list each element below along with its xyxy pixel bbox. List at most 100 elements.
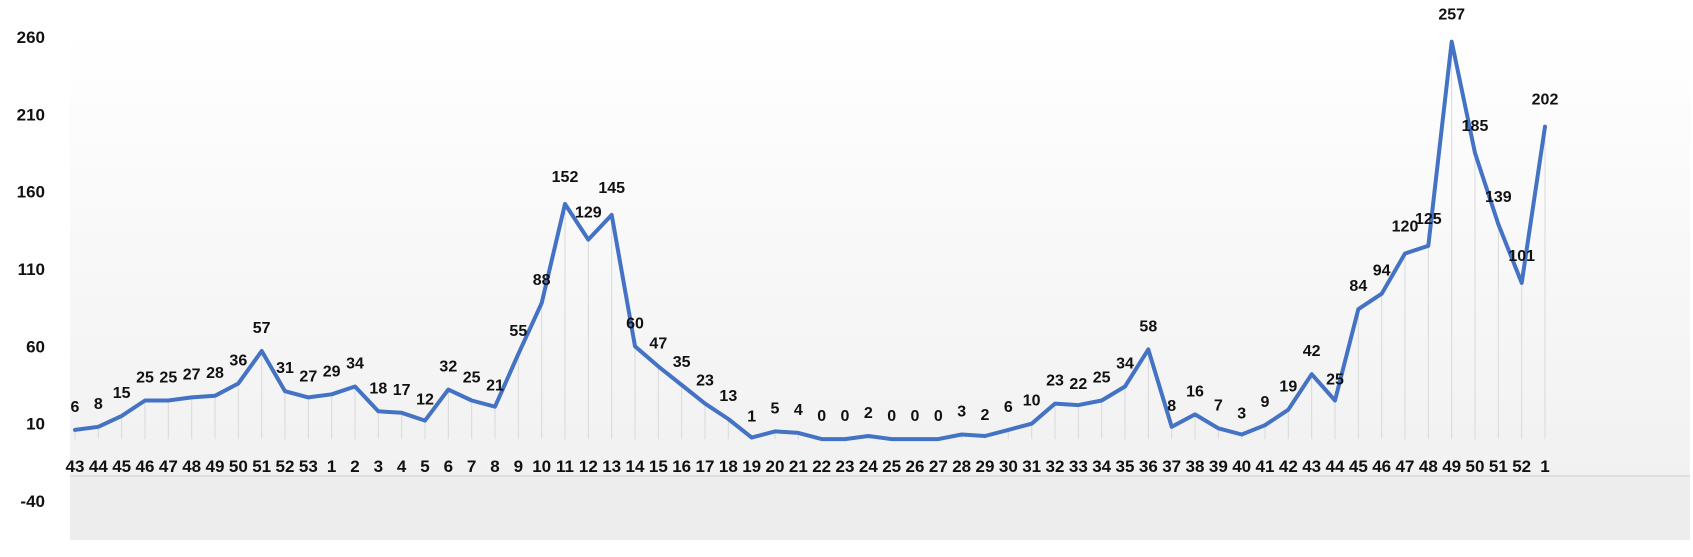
data-label: 1 — [747, 409, 756, 426]
x-tick-label: 51 — [252, 457, 271, 476]
data-label: 8 — [94, 396, 103, 413]
data-label: 3 — [957, 403, 966, 420]
x-tick-label: 45 — [1349, 457, 1368, 476]
data-label: 120 — [1392, 219, 1419, 236]
x-tick-label: 6 — [444, 457, 453, 476]
x-tick-label: 33 — [1069, 457, 1088, 476]
data-label: 88 — [533, 272, 551, 289]
x-tick-label: 45 — [112, 457, 131, 476]
x-tick-label: 43 — [1302, 457, 1321, 476]
x-tick-label: 50 — [229, 457, 248, 476]
x-tick-label: 41 — [1256, 457, 1275, 476]
data-label: 6 — [71, 399, 80, 416]
x-tick-label: 44 — [1326, 457, 1345, 476]
x-tick-label: 24 — [859, 457, 878, 476]
x-tick-label: 31 — [1022, 457, 1041, 476]
x-axis-ticks: 43 44 45 46 47 48 49 50 51 52 53 1 2 3 4 5 6 7 8 9 10 11 12 13 1… — [66, 457, 1550, 476]
data-label: 3 — [1237, 405, 1246, 422]
y-tick-label: 110 — [18, 260, 45, 279]
y-tick-label: 160 — [17, 183, 45, 202]
data-label: 57 — [253, 320, 271, 337]
data-label: 12 — [416, 392, 434, 409]
data-label: 9 — [1261, 394, 1270, 411]
x-tick-label: 5 — [420, 457, 429, 476]
x-tick-label: 18 — [719, 457, 738, 476]
x-tick-label: 1 — [1540, 457, 1549, 476]
data-label: 4 — [794, 402, 803, 419]
x-tick-label: 21 — [789, 457, 808, 476]
x-tick-label: 4 — [397, 457, 407, 476]
x-tick-label: 27 — [929, 457, 948, 476]
data-label: 25 — [159, 369, 177, 386]
x-tick-label: 26 — [906, 457, 925, 476]
x-tick-label: 30 — [999, 457, 1018, 476]
data-label: 185 — [1462, 118, 1489, 135]
data-label: 27 — [299, 368, 317, 385]
data-label: 58 — [1139, 318, 1157, 335]
y-tick-label: 260 — [17, 28, 45, 47]
data-label: 60 — [626, 315, 644, 332]
x-tick-label: 12 — [579, 457, 598, 476]
y-axis-ticks: 260 210 160 110 60 10 -40 — [17, 28, 45, 511]
x-tick-label: 9 — [514, 457, 523, 476]
data-label: 23 — [1046, 373, 1064, 390]
x-tick-label: 37 — [1162, 457, 1181, 476]
data-label: 32 — [439, 359, 457, 376]
x-tick-label: 15 — [649, 457, 668, 476]
data-label: 21 — [486, 378, 504, 395]
x-tick-label: 40 — [1232, 457, 1251, 476]
x-tick-label: 53 — [299, 457, 318, 476]
x-tick-label: 28 — [952, 457, 971, 476]
x-tick-label: 46 — [136, 457, 155, 476]
data-label: 2 — [864, 405, 873, 422]
axis-band — [70, 476, 1690, 540]
data-label: 0 — [841, 408, 850, 425]
x-tick-label: 19 — [742, 457, 761, 476]
x-tick-label: 49 — [206, 457, 225, 476]
x-tick-label: 38 — [1186, 457, 1205, 476]
x-tick-label: 47 — [159, 457, 178, 476]
plot-area-background — [70, 25, 1690, 540]
y-tick-label: 60 — [26, 337, 45, 356]
y-tick-label: -40 — [20, 492, 45, 511]
data-label: 257 — [1438, 7, 1465, 24]
data-label: 0 — [934, 408, 943, 425]
x-tick-label: 34 — [1092, 457, 1111, 476]
x-tick-label: 49 — [1442, 457, 1461, 476]
series-line — [73, 39, 1547, 442]
x-tick-label: 20 — [766, 457, 785, 476]
data-label: 47 — [649, 335, 667, 352]
x-tick-label: 43 — [66, 457, 85, 476]
x-tick-label: 52 — [1512, 457, 1531, 476]
x-tick-label: 47 — [1396, 457, 1415, 476]
data-label: 16 — [1186, 383, 1204, 400]
data-label: 42 — [1303, 343, 1321, 360]
data-label: 55 — [509, 323, 527, 340]
x-tick-label: 14 — [626, 457, 645, 476]
data-label: 139 — [1485, 189, 1512, 206]
x-tick-label: 50 — [1466, 457, 1485, 476]
x-tick-label: 32 — [1046, 457, 1065, 476]
data-label: 84 — [1349, 278, 1367, 295]
x-tick-label: 25 — [882, 457, 901, 476]
data-label: 29 — [323, 363, 341, 380]
data-label: 94 — [1373, 263, 1391, 280]
data-label: 19 — [1279, 379, 1297, 396]
x-tick-label: 22 — [812, 457, 831, 476]
data-label: 25 — [1093, 369, 1111, 386]
data-label: 23 — [696, 373, 714, 390]
data-label: 13 — [719, 388, 737, 405]
x-tick-label: 39 — [1209, 457, 1228, 476]
data-label: 34 — [346, 356, 364, 373]
data-label: 0 — [817, 408, 826, 425]
data-label: 15 — [113, 385, 131, 402]
data-label: 34 — [1116, 356, 1134, 373]
x-tick-label: 10 — [532, 457, 551, 476]
x-tick-label: 29 — [976, 457, 995, 476]
data-label: 10 — [1023, 393, 1041, 410]
data-label: 31 — [276, 360, 294, 377]
x-tick-label: 16 — [672, 457, 691, 476]
x-tick-label: 2 — [350, 457, 359, 476]
data-label: 27 — [183, 366, 201, 383]
